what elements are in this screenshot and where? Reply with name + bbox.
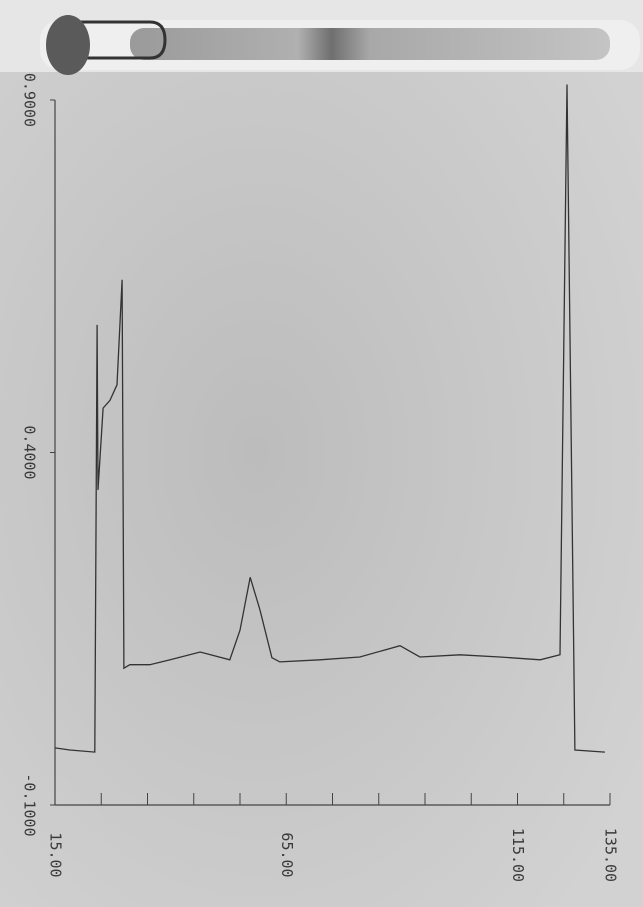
- trace: [54, 84, 605, 753]
- x-tick-label: 15.00: [47, 832, 65, 877]
- gel-tube: [130, 28, 610, 60]
- clip: [60, 20, 167, 60]
- stopper: [46, 15, 90, 75]
- x-tick-label: 135.00: [602, 828, 620, 882]
- x-tick-label: 65.00: [278, 832, 296, 877]
- y-tick-label: 0.4000: [21, 425, 39, 479]
- y-tick-label: -0.1000: [21, 773, 39, 836]
- x-tick-label: 115.00: [509, 828, 527, 882]
- y-tick-label: 0.9000: [21, 73, 39, 127]
